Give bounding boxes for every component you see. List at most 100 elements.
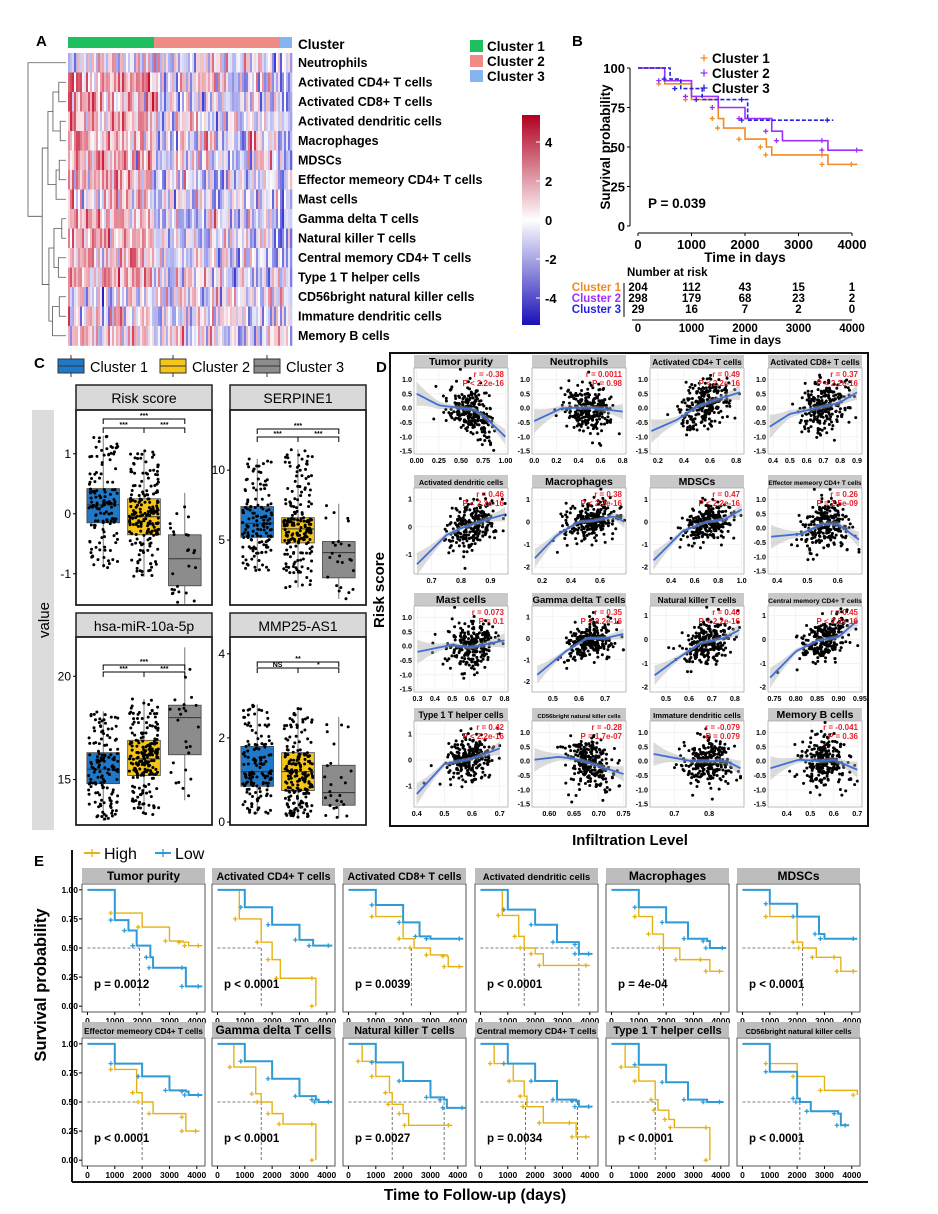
heatmap-cell: [138, 306, 141, 327]
heatmap-cell: [114, 287, 117, 307]
heatmap-cell: [238, 267, 241, 288]
heatmap-cell: [176, 228, 179, 249]
heatmap-cell: [222, 306, 225, 327]
y-tick-label: 1.0: [756, 375, 766, 384]
heatmap-cell: [86, 131, 89, 151]
data-point: [147, 782, 151, 786]
data-point: [309, 740, 313, 744]
heatmap-cell: [198, 170, 201, 190]
heatmap-cell: [90, 228, 93, 249]
heatmap-cell: [258, 209, 261, 229]
heatmap-cell: [120, 248, 123, 268]
data-point: [719, 409, 723, 413]
heatmap-cell: [240, 228, 243, 249]
data-point: [831, 424, 835, 428]
heatmap-cell: [242, 306, 245, 327]
data-point: [697, 412, 701, 416]
heatmap-cell: [286, 209, 289, 229]
heatmap-cell: [138, 170, 141, 190]
heatmap-cell: [220, 150, 223, 171]
heatmap-cell: [122, 92, 125, 112]
data-point: [463, 395, 467, 399]
data-point: [254, 791, 258, 795]
data-point: [267, 734, 271, 738]
data-point: [108, 492, 112, 496]
heatmap-cell: [262, 189, 265, 210]
data-point: [92, 490, 96, 494]
data-point: [87, 802, 91, 806]
data-point: [262, 515, 266, 519]
heatmap-cell: [176, 248, 179, 268]
x-tick-label: 0.5: [785, 456, 795, 465]
data-point: [299, 707, 303, 711]
data-point: [458, 516, 462, 520]
data-point: [292, 711, 296, 715]
heatmap-cell: [144, 248, 147, 268]
data-point: [800, 414, 804, 418]
data-point: [847, 388, 851, 392]
data-point: [87, 774, 91, 778]
heatmap-cell: [216, 111, 219, 132]
heatmap-cell: [146, 228, 149, 249]
heatmap-cell: [222, 131, 225, 151]
censor-mark: [736, 116, 742, 122]
data-point: [472, 425, 476, 429]
y-tick-label: 0.0: [756, 404, 766, 413]
data-point: [690, 382, 694, 386]
facet-title: MMP25-AS1: [258, 618, 338, 634]
data-point: [145, 769, 149, 773]
data-point: [111, 558, 115, 562]
heatmap-cell: [252, 150, 255, 171]
heatmap-cell: [148, 92, 151, 112]
data-point: [571, 415, 575, 419]
data-point: [155, 751, 159, 755]
heatmap-cell: [278, 53, 281, 73]
data-point: [470, 401, 474, 405]
heatmap-cell: [90, 72, 93, 93]
heatmap-cell: [78, 53, 81, 73]
heatmap-cell: [138, 150, 141, 171]
heatmap-cell: [248, 189, 251, 210]
heatmap-cell: [144, 228, 147, 249]
legend-mark-cluster-3: [700, 84, 708, 92]
data-point: [847, 420, 851, 424]
heatmap-cell: [108, 228, 111, 249]
heatmap-cell: [224, 306, 227, 327]
heatmap-cell: [102, 189, 105, 210]
y-tick-label: 0.5: [402, 389, 412, 398]
heatmap-cell: [196, 248, 199, 268]
data-point: [295, 465, 299, 469]
heatmap-cell: [96, 209, 99, 229]
heatmap-cell: [236, 209, 239, 229]
heatmap-cell: [240, 72, 243, 93]
data-point: [111, 788, 115, 792]
heatmap-cell: [132, 170, 135, 190]
heatmap-cell: [218, 111, 221, 132]
data-point: [284, 455, 288, 459]
data-point: [335, 799, 339, 803]
heatmap-cell: [68, 170, 71, 190]
data-point: [827, 422, 831, 426]
legend-label-cluster-3: Cluster 3: [712, 81, 770, 96]
x-tick-label: 0.8: [456, 576, 466, 585]
data-point: [602, 422, 606, 426]
data-point: [172, 588, 176, 592]
data-point: [487, 439, 491, 443]
data-point: [264, 760, 268, 764]
data-point: [247, 721, 251, 725]
data-point: [329, 794, 333, 798]
data-point: [138, 514, 142, 518]
heatmap-cell: [212, 306, 215, 327]
data-point: [476, 438, 480, 442]
data-point: [152, 525, 156, 529]
data-point: [141, 471, 145, 475]
data-point: [725, 388, 729, 392]
data-point: [134, 770, 138, 774]
heatmap-cell: [196, 209, 199, 229]
heatmap-cell: [112, 111, 115, 132]
heatmap-cell: [140, 111, 143, 132]
heatmap-cell: [122, 111, 125, 132]
significance-label: ***: [120, 422, 128, 429]
heatmap-cell: [88, 287, 91, 307]
heatmap-cell: [176, 131, 179, 151]
